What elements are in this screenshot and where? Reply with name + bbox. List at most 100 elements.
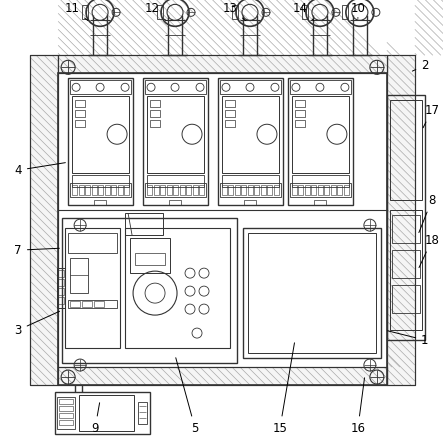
Bar xyxy=(94,200,106,205)
Bar xyxy=(387,55,415,385)
Bar xyxy=(145,183,206,197)
Bar xyxy=(288,78,353,205)
Bar xyxy=(58,297,64,304)
Bar xyxy=(290,80,351,94)
Bar xyxy=(324,185,330,195)
Bar xyxy=(199,185,204,195)
Bar xyxy=(390,100,422,200)
Bar xyxy=(154,185,159,195)
Bar xyxy=(75,120,85,127)
Bar xyxy=(305,185,310,195)
Text: 5: 5 xyxy=(176,358,199,434)
Bar xyxy=(135,253,165,265)
Bar xyxy=(125,228,230,348)
Text: 9: 9 xyxy=(91,403,100,434)
Bar xyxy=(150,120,160,127)
Bar xyxy=(387,55,415,385)
Bar xyxy=(302,5,308,19)
Bar xyxy=(225,110,235,117)
Bar xyxy=(62,218,237,363)
Bar xyxy=(147,185,152,195)
Bar xyxy=(105,185,109,195)
Bar xyxy=(117,185,123,195)
Text: 18: 18 xyxy=(419,234,439,268)
Bar xyxy=(58,270,64,277)
Text: 16: 16 xyxy=(350,378,365,434)
Text: 10: 10 xyxy=(350,2,365,19)
Bar xyxy=(244,200,256,205)
Text: 11: 11 xyxy=(65,2,88,21)
Bar xyxy=(147,175,204,187)
Bar xyxy=(254,185,260,195)
Bar xyxy=(138,402,147,424)
Bar xyxy=(311,185,316,195)
Bar xyxy=(58,367,387,385)
Bar xyxy=(59,406,73,411)
Bar xyxy=(30,55,58,385)
Bar xyxy=(235,185,240,195)
Bar xyxy=(85,185,90,195)
Bar xyxy=(59,420,73,425)
Bar xyxy=(179,185,185,195)
Bar xyxy=(292,96,349,173)
Bar xyxy=(57,268,65,308)
Bar xyxy=(299,185,303,195)
Bar xyxy=(225,100,235,107)
Bar xyxy=(78,185,84,195)
Bar xyxy=(70,183,131,197)
Bar xyxy=(94,301,104,307)
Bar xyxy=(392,250,420,278)
Bar xyxy=(390,210,422,330)
Bar xyxy=(274,185,279,195)
Bar xyxy=(292,185,297,195)
Bar xyxy=(392,215,420,243)
Bar xyxy=(193,185,198,195)
Bar xyxy=(124,185,129,195)
Bar xyxy=(79,395,134,431)
Bar xyxy=(342,5,348,19)
Bar xyxy=(387,95,425,340)
Bar xyxy=(130,238,170,273)
Bar xyxy=(65,228,120,348)
Bar xyxy=(70,258,88,293)
Bar xyxy=(82,301,92,307)
Bar xyxy=(295,120,305,127)
Bar xyxy=(157,5,163,19)
Bar xyxy=(232,5,238,19)
Bar xyxy=(218,78,283,205)
Bar xyxy=(68,300,117,308)
Bar xyxy=(55,392,150,434)
Bar xyxy=(225,120,235,127)
Bar xyxy=(72,185,77,195)
Bar xyxy=(98,185,103,195)
Bar xyxy=(243,228,381,358)
Bar xyxy=(248,233,376,353)
Bar xyxy=(229,185,233,195)
Bar xyxy=(68,78,133,205)
Bar xyxy=(261,185,266,195)
Bar xyxy=(167,185,171,195)
Bar xyxy=(222,185,227,195)
Bar xyxy=(75,100,85,107)
Bar xyxy=(92,185,97,195)
Bar xyxy=(222,175,279,187)
Text: 2: 2 xyxy=(412,59,428,72)
Text: 3: 3 xyxy=(15,311,60,336)
Text: 13: 13 xyxy=(222,2,246,21)
Bar xyxy=(59,413,73,418)
Bar xyxy=(57,397,75,429)
Bar xyxy=(344,185,349,195)
Bar xyxy=(186,185,191,195)
Text: 7: 7 xyxy=(15,243,59,257)
Bar xyxy=(72,96,129,173)
Bar xyxy=(222,96,279,173)
Bar xyxy=(145,80,206,94)
Bar xyxy=(58,55,387,73)
Bar xyxy=(318,185,323,195)
Bar xyxy=(314,200,326,205)
Bar xyxy=(70,301,80,307)
Text: 4: 4 xyxy=(15,163,66,177)
Bar xyxy=(58,288,64,295)
Bar xyxy=(220,183,281,197)
Bar xyxy=(111,185,116,195)
